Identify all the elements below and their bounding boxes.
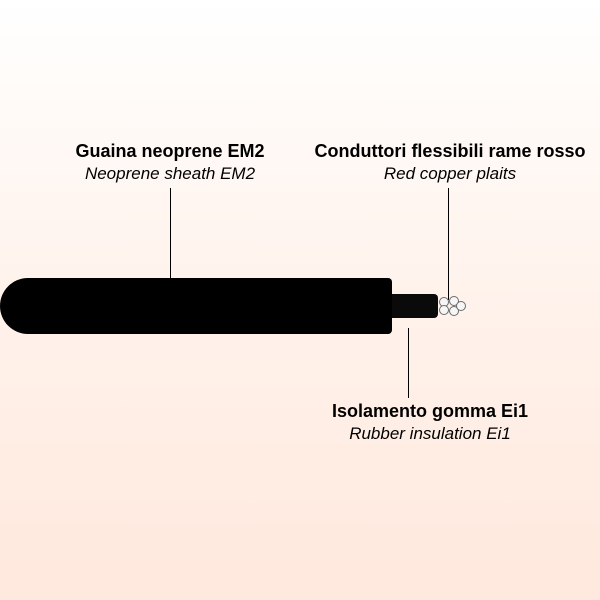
- label-sheath-primary: Guaina neoprene EM2: [40, 140, 300, 163]
- cable-conductors: [438, 296, 466, 316]
- leader-sheath: [170, 188, 171, 290]
- label-sheath: Guaina neoprene EM2 Neoprene sheath EM2: [40, 140, 300, 184]
- label-conductors-primary: Conduttori flessibili rame rosso: [310, 140, 590, 163]
- leader-conductors: [448, 188, 449, 300]
- label-insulation: Isolamento gomma Ei1 Rubber insulation E…: [310, 400, 550, 444]
- copper-strand: [439, 305, 449, 315]
- label-conductors-secondary: Red copper plaits: [310, 163, 590, 184]
- cable-insulation: [392, 294, 438, 318]
- leader-insulation: [408, 328, 409, 398]
- copper-strand: [456, 301, 466, 311]
- label-insulation-secondary: Rubber insulation Ei1: [310, 423, 550, 444]
- label-conductors: Conduttori flessibili rame rosso Red cop…: [310, 140, 590, 184]
- cable-sheath: [0, 278, 392, 334]
- label-sheath-secondary: Neoprene sheath EM2: [40, 163, 300, 184]
- label-insulation-primary: Isolamento gomma Ei1: [310, 400, 550, 423]
- diagram-canvas: Guaina neoprene EM2 Neoprene sheath EM2 …: [0, 0, 600, 600]
